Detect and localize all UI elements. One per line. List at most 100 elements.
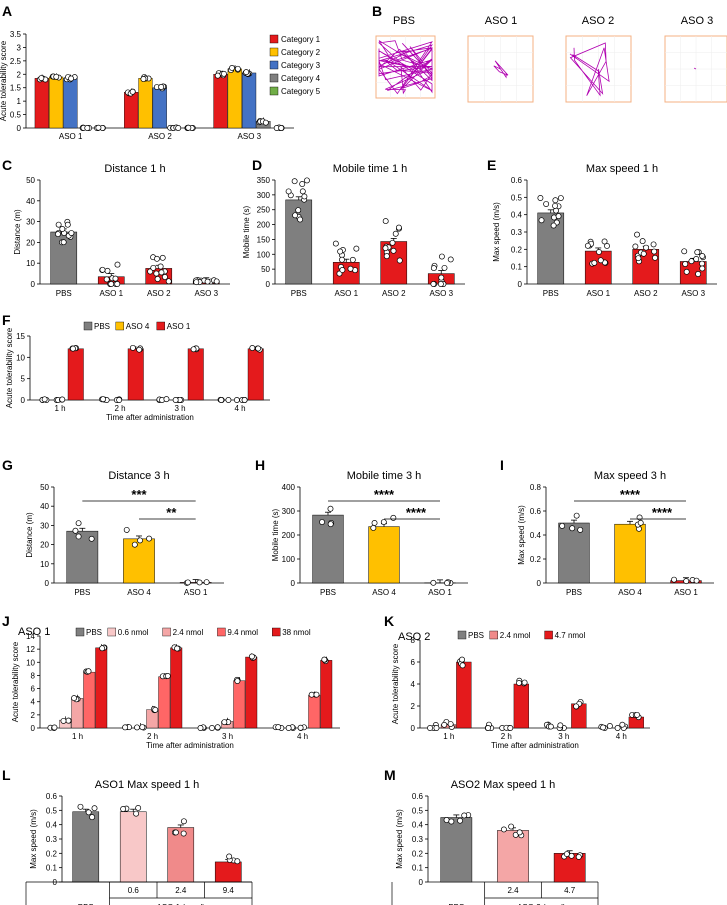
point-L [89, 814, 96, 821]
point-J [85, 668, 92, 675]
point-D [438, 274, 445, 281]
letter-G: G [2, 457, 13, 473]
y-axis-label-H: Mobile time (s) [271, 508, 280, 561]
point-F [218, 397, 225, 403]
x-tick-label-C: ASO 3 [194, 289, 218, 298]
y-tick-label-A: 0 [17, 124, 22, 133]
x-tick-label-K: 1 h [443, 732, 454, 741]
point-A [175, 125, 182, 131]
y-tick-label-L: 0.3 [46, 835, 58, 844]
x-tick-label-A: ASO 3 [238, 132, 262, 141]
y-tick-label-L: 0.4 [46, 821, 58, 830]
bar-L-1 [119, 811, 147, 883]
x-tick-label-J: 3 h [222, 732, 233, 741]
point-E [695, 271, 702, 277]
letter-C: C [2, 157, 12, 173]
x-tick-label-L: 0.6 [128, 886, 140, 895]
y-tick-label-A: 0.5 [10, 111, 22, 120]
legend-A-swatch [269, 47, 279, 57]
point-E [639, 238, 646, 245]
point-G [146, 535, 153, 542]
point-A [262, 119, 269, 126]
point-I [569, 525, 576, 532]
point-L [135, 804, 142, 811]
point-D [437, 281, 444, 287]
point-M [457, 817, 463, 824]
y-tick-label-J: 14 [26, 632, 35, 641]
legend-J-label: 38 nmol [282, 628, 311, 637]
point-E [693, 256, 700, 262]
point-E [681, 248, 688, 255]
point-F [233, 397, 240, 403]
sig-label-I: **** [620, 487, 641, 502]
y-tick-label-L: 0 [53, 878, 58, 887]
y-axis-label-M: Max speed (m/s) [395, 809, 404, 869]
point-D [337, 248, 344, 255]
point-C [114, 281, 121, 287]
legend-A-swatch [269, 60, 279, 70]
point-C [213, 278, 220, 285]
x-tick-label-J: 2 h [147, 732, 158, 741]
point-H [327, 505, 334, 512]
y-tick-label-L: 0.6 [46, 792, 58, 801]
bar-F-ASO 1 [67, 348, 84, 401]
point-C [68, 230, 75, 236]
point-I [683, 578, 690, 585]
point-D [390, 247, 397, 254]
bar-A-Category 1 [34, 78, 49, 129]
point-F [190, 346, 197, 353]
point-M [461, 812, 468, 819]
chart-title-C: Distance 1 h [104, 163, 165, 175]
point-J [60, 717, 67, 724]
legend-A-label: Category 3 [281, 61, 321, 70]
x-tick-label-C: ASO 2 [147, 289, 171, 298]
y-axis-label-D: Mobile time (s) [242, 205, 251, 258]
point-F [70, 345, 76, 352]
point-E [552, 197, 559, 204]
point-C [161, 274, 168, 280]
point-K [573, 703, 580, 710]
point-M [448, 818, 455, 825]
y-axis-label-K: Acute tolerability score [391, 643, 400, 724]
y-tick-label-D: 50 [261, 265, 270, 274]
panel-b-tracks: PBS ASO 1 ASO 2 ASO 3 [375, 15, 727, 103]
y-tick-label-F: 10 [16, 353, 25, 362]
x-tick-label-E: ASO 3 [681, 289, 705, 298]
point-C [64, 221, 71, 228]
x-axis-label-K: Time after administration [491, 741, 579, 750]
point-D [396, 257, 403, 264]
point-K [427, 725, 433, 731]
x-tick-label-E: ASO 2 [634, 289, 658, 298]
point-D [299, 181, 306, 187]
point-K [606, 723, 613, 729]
point-E [553, 207, 559, 214]
point-A [243, 69, 250, 76]
y-tick-label-H: 0 [291, 579, 296, 588]
point-D [382, 245, 389, 252]
group-label-M: ASO 2 (nmol) [517, 903, 566, 905]
x-tick-label-F: 2 h [114, 404, 125, 413]
point-M [563, 851, 570, 857]
y-tick-label-J: 8 [31, 671, 36, 680]
point-M [516, 829, 523, 836]
point-H [327, 521, 334, 528]
y-axis-label-E: Max speed (m/s) [492, 202, 501, 262]
point-K [600, 724, 607, 731]
point-G [203, 579, 210, 586]
point-K [459, 662, 466, 669]
point-D [382, 218, 389, 225]
y-tick-label-C: 0 [31, 280, 36, 289]
y-tick-label-H: 400 [282, 483, 296, 492]
point-E [640, 250, 647, 257]
point-M [500, 826, 507, 833]
point-M [575, 853, 582, 860]
point-D [339, 267, 346, 273]
trajectory-2 [569, 42, 610, 97]
track-label-aso1: ASO 1 [485, 15, 517, 27]
bar-J-9.4 nmol [233, 680, 246, 729]
letter-E: E [487, 157, 496, 173]
point-E [591, 259, 598, 266]
point-E [635, 255, 642, 262]
x-tick-label-K: 2 h [501, 732, 512, 741]
point-D [392, 230, 399, 237]
